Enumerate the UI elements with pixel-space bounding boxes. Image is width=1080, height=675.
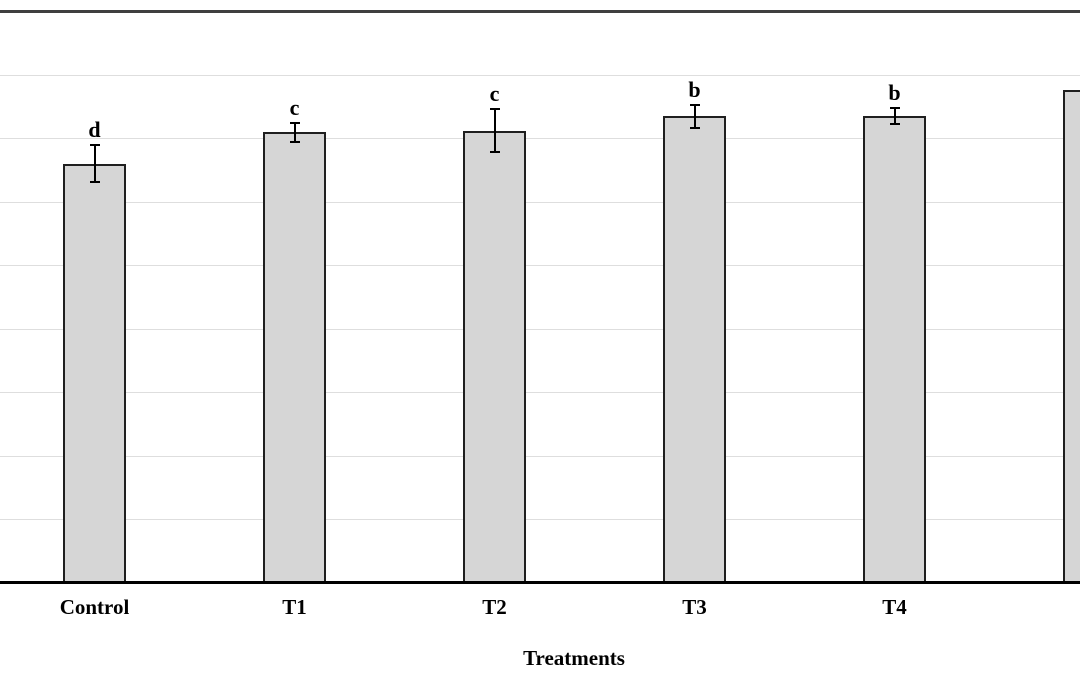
sig-letter-t1: c <box>289 94 300 120</box>
x-tick-t4: T4 <box>882 595 907 619</box>
error-bar-t2 <box>493 109 496 153</box>
gridline <box>0 138 1080 140</box>
error-bar-cap-bottom-t1 <box>289 140 300 143</box>
bar-t2 <box>463 130 526 583</box>
sig-letter-t3: b <box>688 76 701 102</box>
error-bar-cap-bottom-t3 <box>689 126 700 129</box>
bar-t4 <box>863 116 926 583</box>
gridline <box>0 519 1080 521</box>
x-tick-control: Control <box>59 595 130 619</box>
x-tick-t2: T2 <box>482 595 507 619</box>
gridline <box>0 265 1080 267</box>
gridline <box>0 328 1080 330</box>
x-tick-t3: T3 <box>682 595 707 619</box>
bar-control <box>63 163 126 583</box>
error-bar-cap-top-t2 <box>489 108 500 111</box>
error-bar-cap-top-t4 <box>889 106 900 109</box>
error-bar-cap-top-t1 <box>289 121 300 124</box>
sig-letter-control: d <box>88 117 101 143</box>
bar-clipped <box>1063 90 1080 583</box>
x-tick-t1: T1 <box>282 595 307 619</box>
error-bar-cap-bottom-t2 <box>489 151 500 154</box>
bar-t1 <box>263 132 326 583</box>
error-bar-cap-bottom-control <box>89 181 100 184</box>
gridline <box>0 392 1080 394</box>
error-bar-control <box>93 145 96 183</box>
error-bar-t4 <box>893 107 896 125</box>
x-axis-line <box>0 581 1080 584</box>
gridline <box>0 455 1080 457</box>
gridline <box>0 201 1080 203</box>
error-bar-t3 <box>693 104 696 128</box>
error-bar-cap-top-t3 <box>689 103 700 106</box>
plot-top-border <box>0 10 1080 13</box>
x-axis-title: Treatments <box>523 646 625 670</box>
gridline <box>0 74 1080 76</box>
error-bar-t1 <box>293 122 296 142</box>
error-bar-cap-top-control <box>89 144 100 147</box>
sig-letter-t4: b <box>888 79 901 105</box>
error-bar-cap-bottom-t4 <box>889 123 900 126</box>
bar-t3 <box>663 116 726 583</box>
sig-letter-t2: c <box>489 81 500 107</box>
